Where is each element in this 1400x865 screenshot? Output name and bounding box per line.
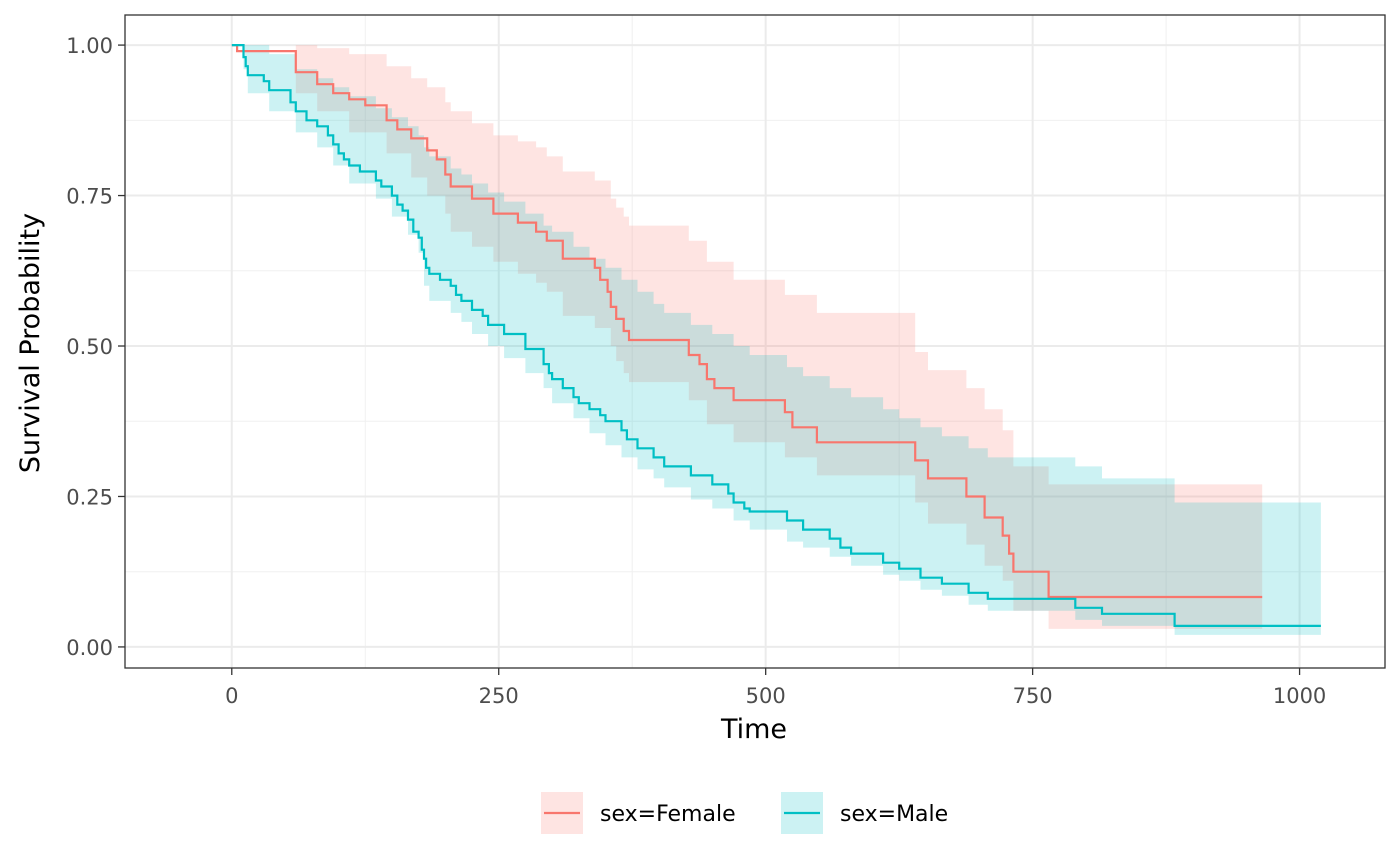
x-tick-label: 750 — [1013, 684, 1053, 708]
confidence-band-sex-male — [231, 45, 1321, 635]
confidence-bands — [231, 45, 1321, 635]
x-tick-label: 500 — [746, 684, 786, 708]
legend-label-sex-male: sex=Male — [840, 802, 948, 827]
x-tick-label: 250 — [479, 684, 519, 708]
panel-border — [124, 14, 1386, 669]
legend: sex=Female sex=Male — [541, 792, 948, 834]
minor-gridlines — [125, 15, 1385, 668]
x-tick-label: 1000 — [1273, 684, 1326, 708]
x-tick-label: 0 — [225, 684, 238, 708]
y-tick-label: 0.25 — [66, 485, 113, 509]
x-axis-ticks: 0 250 500 750 1000 — [225, 668, 1326, 708]
y-tick-label: 0.75 — [66, 185, 113, 209]
y-tick-label: 1.00 — [66, 34, 113, 58]
y-axis-title: Survival Probability — [15, 213, 46, 473]
y-tick-label: 0.50 — [66, 335, 113, 359]
survival-curves — [231, 44, 1321, 627]
y-tick-label: 0.00 — [66, 636, 113, 660]
major-gridlines — [125, 15, 1385, 668]
x-axis-title: Time — [720, 714, 787, 745]
survival-curve-sex-female — [231, 44, 1263, 599]
confidence-band-sex-female — [231, 45, 1263, 629]
y-axis-ticks: 0.00 0.25 0.50 0.75 1.00 — [66, 34, 125, 660]
survival-curve-sex-male — [231, 44, 1321, 627]
legend-label-sex-female: sex=Female — [600, 802, 736, 827]
